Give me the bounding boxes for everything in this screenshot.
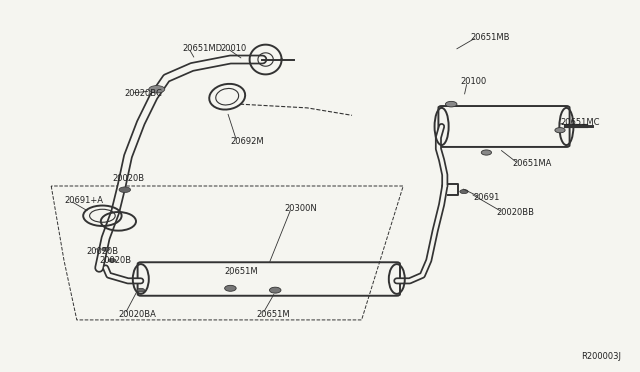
Ellipse shape xyxy=(460,190,468,194)
Ellipse shape xyxy=(481,150,492,155)
Ellipse shape xyxy=(102,247,109,251)
Text: 20691+A: 20691+A xyxy=(64,196,103,205)
Text: R200003J: R200003J xyxy=(581,352,621,361)
Ellipse shape xyxy=(555,128,565,133)
Ellipse shape xyxy=(445,101,457,107)
Text: 20651M: 20651M xyxy=(224,267,258,276)
Text: 20651M: 20651M xyxy=(256,310,290,319)
Text: 20100: 20100 xyxy=(461,77,487,86)
Text: 20020B: 20020B xyxy=(112,174,144,183)
Ellipse shape xyxy=(137,288,145,292)
Text: 20020BA: 20020BA xyxy=(118,310,156,319)
Text: 20651MC: 20651MC xyxy=(560,118,600,127)
Text: 20651MB: 20651MB xyxy=(470,33,510,42)
Text: 20020B: 20020B xyxy=(86,247,118,256)
Ellipse shape xyxy=(108,259,116,262)
Ellipse shape xyxy=(269,287,281,293)
Ellipse shape xyxy=(149,86,165,93)
Text: 20020BC: 20020BC xyxy=(125,89,163,97)
Ellipse shape xyxy=(119,187,131,193)
Text: 20691: 20691 xyxy=(474,193,500,202)
Text: 20020B: 20020B xyxy=(99,256,131,265)
Ellipse shape xyxy=(225,285,236,291)
Text: 20692M: 20692M xyxy=(230,137,264,146)
Text: 20010: 20010 xyxy=(221,44,247,53)
Text: 20300N: 20300N xyxy=(285,204,317,213)
Text: 20651MD: 20651MD xyxy=(182,44,223,53)
Text: 20651MA: 20651MA xyxy=(512,159,552,168)
Text: 20020BB: 20020BB xyxy=(496,208,534,217)
